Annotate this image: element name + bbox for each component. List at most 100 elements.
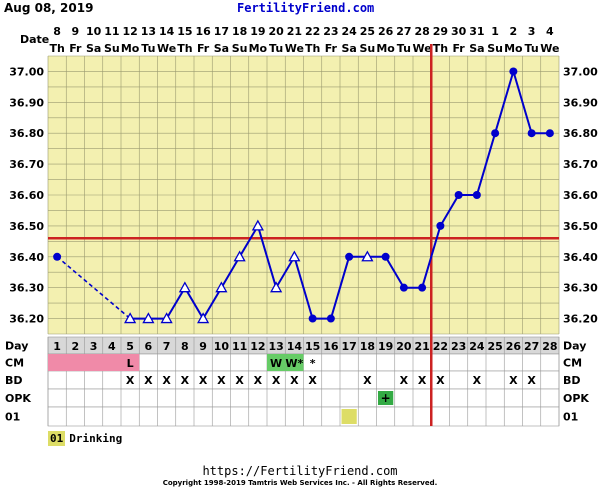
weekday-label: Mo <box>249 42 268 55</box>
date-label: 9 <box>72 25 80 38</box>
temp-point <box>308 314 317 323</box>
bd-mark: X <box>308 374 317 387</box>
day-number: 17 <box>341 340 356 353</box>
legend-code: 01 <box>48 431 66 446</box>
weekday-label: Fr <box>325 42 338 55</box>
temp-point <box>345 252 354 261</box>
date-label: 11 <box>104 25 119 38</box>
day-number: 25 <box>487 340 502 353</box>
day-number: 12 <box>250 340 265 353</box>
bd-mark: X <box>527 374 536 387</box>
cm-value: W* <box>285 357 303 370</box>
weekday-label: Th <box>433 42 448 55</box>
bd-mark: X <box>162 374 171 387</box>
bd-mark: X <box>217 374 226 387</box>
y-tick-right: 36.50 <box>563 220 598 233</box>
temp-point <box>454 191 463 199</box>
date-label: 30 <box>451 25 467 38</box>
date-label: 8 <box>53 25 61 38</box>
weekday-label: Sa <box>86 42 101 55</box>
day-number: 20 <box>396 340 412 353</box>
bd-mark: X <box>290 374 299 387</box>
y-tick-right: 36.90 <box>563 96 598 109</box>
y-tick-right: 36.60 <box>563 189 598 202</box>
weekday-label: Su <box>359 42 375 55</box>
date-label: 2 <box>510 25 518 38</box>
temp-point-open <box>270 281 283 293</box>
date-label: 21 <box>287 25 302 38</box>
temp-point <box>326 314 335 323</box>
cm-egg-cell <box>285 354 304 371</box>
site-name[interactable]: FertilityFriend.com <box>237 1 375 15</box>
weekday-label: Su <box>104 42 120 55</box>
date-label: 23 <box>323 25 338 38</box>
temp-point <box>491 129 500 138</box>
temp-point-open <box>142 312 155 324</box>
date-label: 12 <box>122 25 137 38</box>
day-number: 19 <box>378 340 393 353</box>
date-label: 20 <box>268 25 284 38</box>
temp-point-open <box>288 250 301 262</box>
y-tick-right: 36.80 <box>563 127 598 140</box>
date-label: 4 <box>546 25 554 38</box>
date-label: 14 <box>159 25 175 38</box>
opk-positive-cell <box>378 391 394 405</box>
weekday-label: We <box>413 42 432 55</box>
row-label-left-custom: 01 <box>5 411 20 424</box>
y-tick-left: 36.60 <box>9 189 44 202</box>
day-number: 27 <box>524 340 539 353</box>
temp-point-open <box>178 281 191 293</box>
day-number: 18 <box>360 340 375 353</box>
opk-mark: + <box>381 391 391 405</box>
temp-point-open <box>124 312 137 324</box>
day-number: 15 <box>305 340 320 353</box>
weekday-label: Sa <box>341 42 356 55</box>
weekday-label: Mo <box>504 42 523 55</box>
bd-mark: X <box>473 374 482 387</box>
weekday-label: Mo <box>121 42 140 55</box>
date-label: 18 <box>232 25 247 38</box>
temp-point <box>545 129 554 138</box>
bd-mark: X <box>235 374 244 387</box>
temp-point <box>436 221 445 230</box>
row-label-right-opk: OPK <box>563 392 589 405</box>
date-label: 17 <box>214 25 229 38</box>
custom-marker-cell <box>341 409 357 424</box>
row-label-left-bd: BD <box>5 374 23 387</box>
y-tick-left: 36.40 <box>9 251 44 264</box>
y-tick-left: 36.20 <box>9 313 44 326</box>
date-label: 24 <box>341 25 357 38</box>
day-number: 23 <box>451 340 466 353</box>
temp-point-open <box>361 250 374 262</box>
day-number: 21 <box>414 340 429 353</box>
weekday-label: We <box>540 42 559 55</box>
bd-mark: X <box>181 374 190 387</box>
weekday-label: Tu <box>397 42 411 55</box>
date-label: 22 <box>305 25 320 38</box>
row-label-left-day: Day <box>5 340 28 353</box>
weekday-label: Su <box>487 42 503 55</box>
temp-point-open <box>160 312 173 324</box>
date-label: 19 <box>250 25 265 38</box>
y-tick-left: 36.80 <box>9 127 44 140</box>
date-label: 15 <box>177 25 192 38</box>
day-number: 7 <box>163 340 171 353</box>
y-tick-left: 37.00 <box>9 65 44 78</box>
day-number: 24 <box>469 340 485 353</box>
row-label-left-opk: OPK <box>5 392 31 405</box>
chart-date: Aug 08, 2019 <box>4 1 94 15</box>
date-label: 31 <box>469 25 484 38</box>
day-number: 26 <box>506 340 522 353</box>
date-row-label: Date <box>20 33 49 46</box>
bd-mark: X <box>418 374 427 387</box>
cm-value: * <box>310 357 316 370</box>
weekday-label: We <box>157 42 176 55</box>
day-number: 2 <box>72 340 80 353</box>
footer-url[interactable]: https://FertilityFriend.com <box>202 464 398 478</box>
weekday-label: Tu <box>525 42 539 55</box>
day-number: 3 <box>90 340 98 353</box>
date-label: 25 <box>360 25 375 38</box>
day-number: 22 <box>433 340 448 353</box>
temp-point-open <box>197 312 210 324</box>
